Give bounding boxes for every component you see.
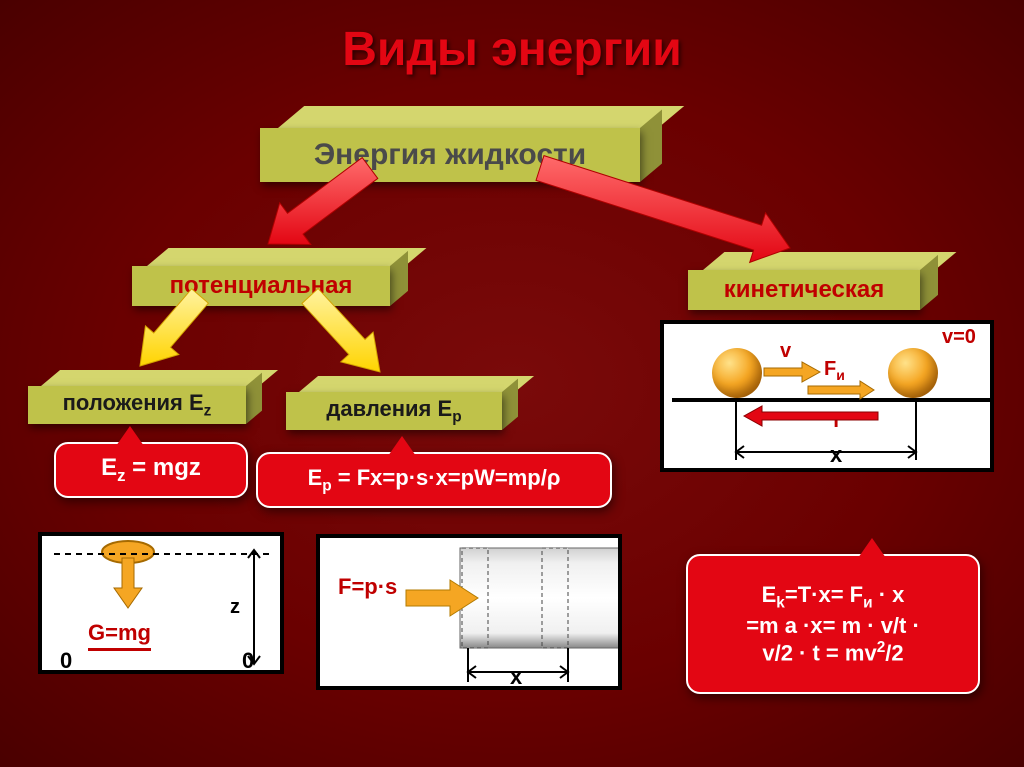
piston-illustration — [320, 538, 618, 686]
callout-ep-formula: Ep = Fx=p·s·x=pW=mp/ρ — [256, 452, 612, 508]
bar-kin-label: кинетическая — [724, 276, 884, 304]
diagram-gravity: G=mg z 0 0 — [38, 532, 284, 674]
bar-pressure-energy: давления Ep — [286, 376, 518, 430]
bar-position-energy: положения Ez — [28, 370, 262, 424]
bar-potential: потенциальная — [132, 248, 408, 306]
callout-ez-formula: Ez = mgz — [54, 442, 248, 498]
bar-energy-fluid: Энергия жидкости — [260, 106, 662, 182]
diagram-piston: F=p·s x — [316, 534, 622, 690]
ez-formula: Ez = mgz — [101, 454, 201, 486]
bar-pos-label: положения Ez — [63, 390, 212, 420]
bar-press-label: давления Ep — [326, 396, 461, 426]
callout-ek-formula: Ek=T·x= Fи · x=m a ·x= m · v/t ·v/2 · t … — [686, 554, 980, 694]
gravity-illustration — [42, 536, 280, 670]
bar-main-label: Энергия жидкости — [314, 138, 586, 172]
bar-pot-label: потенциальная — [170, 272, 353, 300]
kinetic-illustration — [664, 324, 990, 468]
bar-kinetic: кинетическая — [688, 252, 938, 310]
slide-title: Виды энергии — [0, 22, 1024, 77]
ep-formula: Ep = Fx=p·s·x=pW=mp/ρ — [308, 465, 561, 495]
ek-formula: Ek=T·x= Fи · x=m a ·x= m · v/t ·v/2 · t … — [746, 582, 920, 666]
diagram-kinetic: v v=0 Fи T x — [660, 320, 994, 472]
